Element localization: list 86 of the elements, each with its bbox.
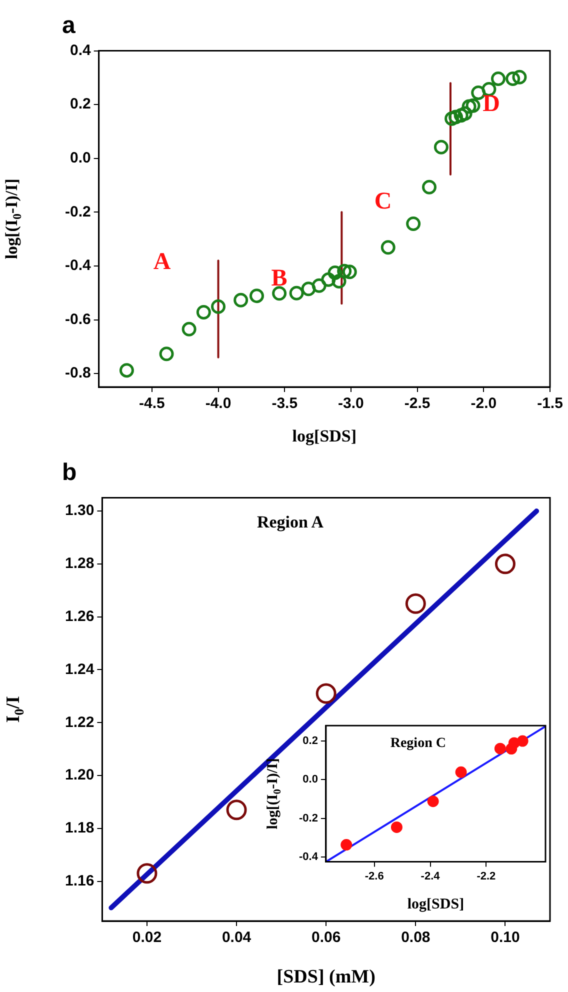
y-tick-label: 1.20	[64, 766, 94, 784]
x-tick-label: -3.0	[338, 395, 364, 412]
y-tick-label: 1.16	[64, 872, 94, 890]
x-tick-label: -2.4	[420, 870, 441, 882]
point	[301, 282, 316, 296]
point	[455, 766, 467, 778]
point	[312, 278, 326, 293]
x-tick-label: 0.10	[490, 929, 520, 946]
point	[405, 593, 426, 614]
point	[380, 240, 396, 255]
point	[337, 264, 352, 278]
annotation: Region C	[390, 736, 446, 751]
point	[234, 292, 248, 308]
point	[328, 265, 342, 280]
y-tick-label: 1.18	[64, 820, 94, 837]
point	[332, 274, 346, 289]
y-tick-label: 0.0	[302, 774, 318, 786]
x-axis-title: log[SDS]	[292, 426, 357, 446]
point	[494, 742, 506, 754]
x-axis-title: [SDS] (mM)	[276, 966, 376, 988]
y-tick-label: 1.28	[64, 555, 94, 572]
point	[272, 286, 287, 301]
x-tick-label: 0.06	[311, 929, 341, 946]
x-axis-title: log[SDS]	[407, 896, 464, 913]
point	[289, 286, 304, 300]
point	[444, 111, 460, 126]
x-tick-label: -2.2	[476, 870, 496, 882]
x-tick-label: 0.02	[132, 929, 162, 946]
point	[466, 98, 480, 113]
point	[340, 839, 352, 851]
y-tick-label: 1.22	[64, 714, 94, 731]
y-tick-label: 0.4	[70, 42, 92, 59]
point	[448, 110, 464, 124]
annotation: B	[271, 266, 288, 292]
point	[462, 99, 476, 114]
x-tick-label: 0.04	[222, 929, 252, 946]
y-tick-label: 0.2	[302, 735, 318, 748]
y-tick-label: 1.26	[64, 608, 94, 625]
point	[321, 272, 336, 287]
y-tick-label: -0.2	[64, 203, 91, 220]
chart-title: b	[62, 459, 77, 486]
chart-title: a	[62, 12, 76, 40]
point	[226, 800, 247, 820]
y-tick-label: 0.2	[70, 96, 91, 113]
x-tick-label: -3.5	[272, 395, 298, 412]
point	[494, 554, 516, 574]
point	[406, 216, 421, 231]
point	[119, 363, 134, 378]
point	[211, 299, 226, 314]
point	[434, 140, 448, 154]
point	[422, 180, 436, 194]
x-tick-label: -2.6	[364, 870, 384, 882]
point	[159, 346, 174, 362]
y-tick-label: 0.0	[70, 150, 91, 167]
y-axis-title: I0/I	[3, 696, 26, 723]
x-tick-label: -2.5	[404, 395, 430, 412]
y-tick-label: 1.30	[64, 502, 94, 520]
point	[390, 821, 402, 833]
annotation: C	[374, 188, 392, 214]
point	[342, 264, 357, 280]
y-tick-label: -0.4	[298, 851, 319, 863]
x-tick-label: -2.0	[470, 395, 497, 412]
annotation: A	[153, 248, 172, 275]
point	[182, 322, 196, 336]
y-tick-label: -0.6	[64, 310, 91, 328]
y-tick-label: 1.24	[64, 660, 95, 678]
point	[506, 72, 520, 86]
point	[316, 683, 336, 704]
point	[491, 72, 506, 86]
x-tick-label: -4.5	[138, 395, 165, 412]
point	[196, 304, 211, 320]
point	[250, 288, 264, 304]
point	[516, 735, 528, 747]
annotation: D	[482, 90, 500, 117]
y-axis-title: log[(I0-I)/I]	[265, 758, 284, 830]
point	[136, 863, 158, 884]
y-tick-label: -0.2	[298, 812, 318, 824]
y-tick-label: -0.4	[64, 257, 92, 274]
x-tick-label: -4.0	[205, 395, 232, 412]
point	[512, 70, 527, 84]
annotation: Region A	[256, 512, 324, 532]
x-tick-label: 0.08	[401, 929, 430, 946]
point	[427, 796, 439, 808]
y-axis-title: log[(I0-I)/I]	[2, 178, 24, 260]
x-tick-label: -1.5	[537, 395, 563, 412]
y-tick-label: -0.8	[64, 364, 91, 382]
